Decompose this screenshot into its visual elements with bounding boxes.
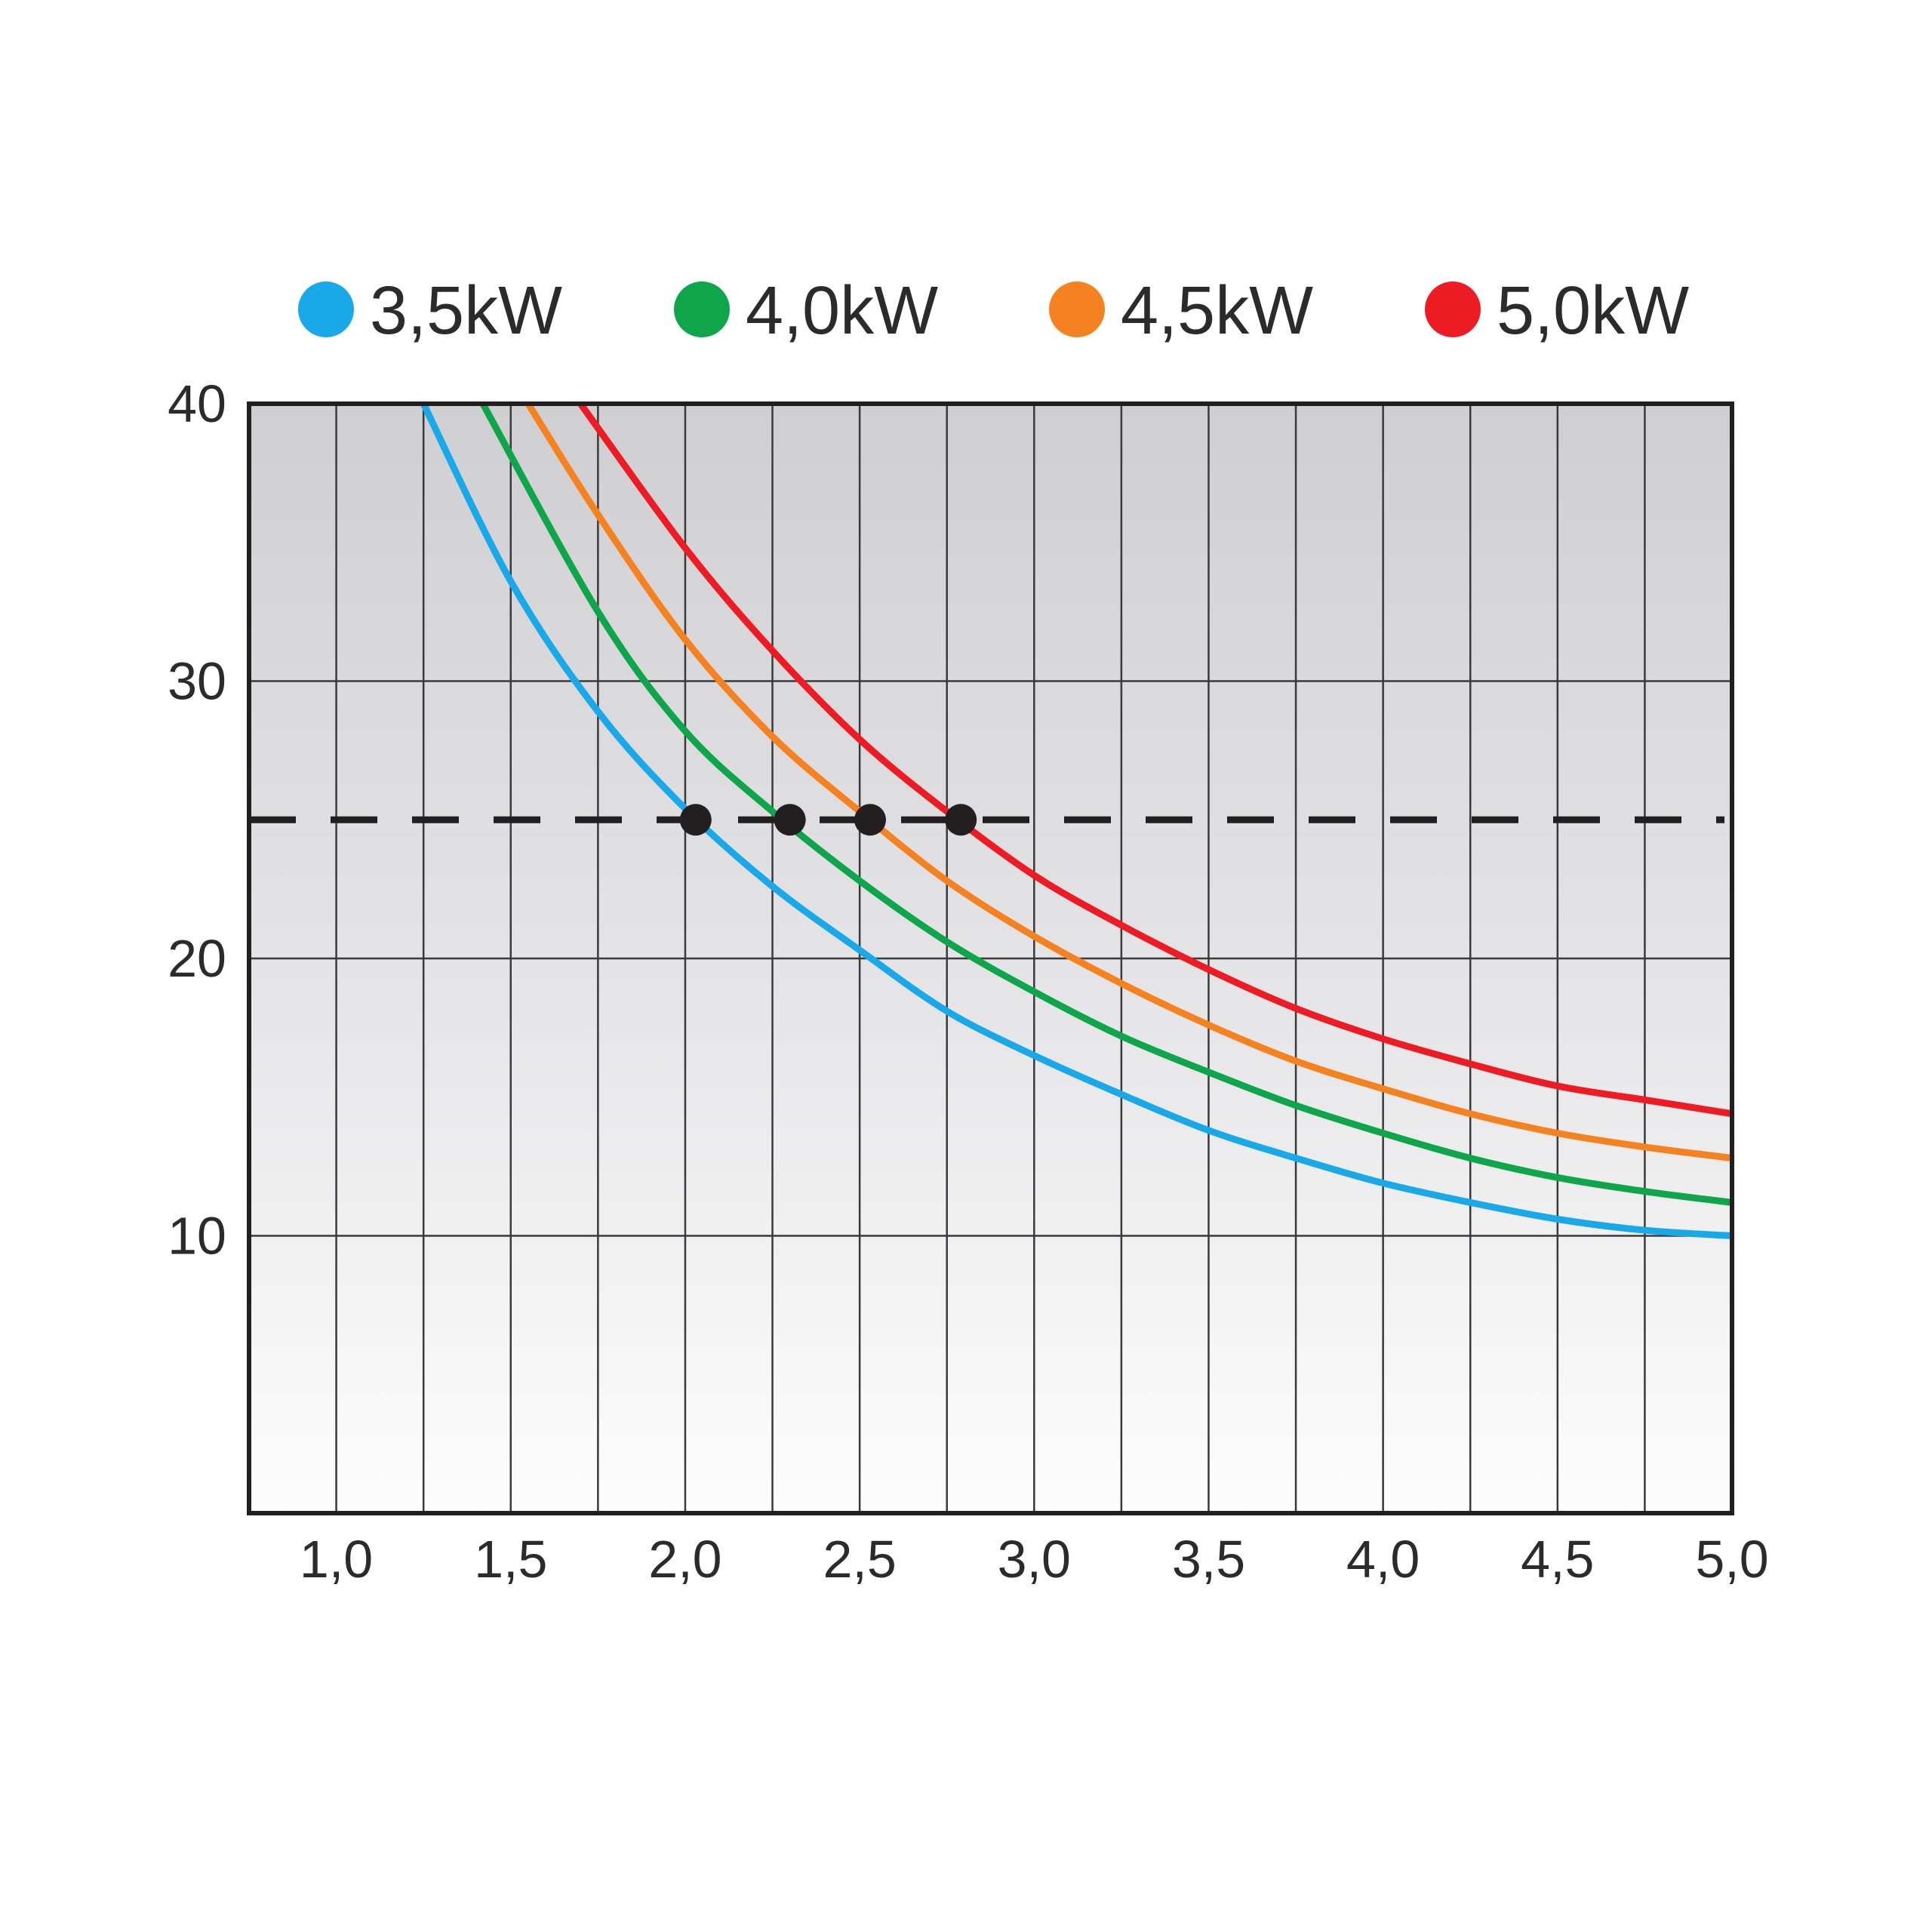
series-line-1	[420, 404, 1732, 1239]
x-tick-label: 2,5	[823, 1530, 896, 1589]
y-tick-label: 40	[168, 374, 226, 433]
series-line-4	[577, 404, 1732, 1118]
legend-label-3: 4,5kW	[1121, 273, 1313, 349]
x-tick-label: 4,5	[1521, 1530, 1594, 1589]
intersection-point-2	[774, 804, 806, 836]
y-tick-label: 20	[168, 929, 226, 988]
legend-swatch-2	[674, 281, 730, 337]
x-tick-label: 2,0	[648, 1530, 721, 1589]
x-tick-label: 3,0	[998, 1530, 1071, 1589]
series-group	[420, 404, 1732, 1239]
legend-swatch-1	[298, 281, 354, 337]
x-axis-ticks: 1,0 1,5 2,0 2,5 3,0 3,5 4,0 4,5 5,0	[300, 1530, 1769, 1589]
legend-label-2: 4,0kW	[746, 273, 938, 349]
intersection-point-1	[679, 804, 712, 836]
legend-label-1: 3,5kW	[370, 273, 562, 349]
series-line-3	[525, 404, 1732, 1162]
legend-swatch-3	[1049, 281, 1105, 337]
x-tick-label: 4,0	[1346, 1530, 1420, 1589]
legend-label-4: 5,0kW	[1497, 273, 1689, 349]
x-tick-label: 1,5	[474, 1530, 547, 1589]
x-tick-label: 3,5	[1172, 1530, 1245, 1589]
x-tick-label: 5,0	[1695, 1530, 1768, 1589]
plot-frame	[247, 401, 1734, 1515]
legend-swatch-4	[1425, 281, 1481, 337]
y-tick-label: 10	[168, 1207, 226, 1266]
grid	[249, 404, 1732, 1513]
legend: 3,5kW 4,0kW 4,5kW 5,0kW	[298, 273, 1689, 349]
y-tick-label: 30	[168, 652, 226, 711]
series-line-2	[479, 404, 1732, 1206]
intersection-point-4	[945, 804, 977, 836]
marker-group	[679, 804, 977, 836]
x-tick-label: 1,0	[300, 1530, 373, 1589]
intersection-point-3	[854, 804, 886, 836]
y-axis-ticks: 10 20 30 40	[168, 374, 226, 1266]
